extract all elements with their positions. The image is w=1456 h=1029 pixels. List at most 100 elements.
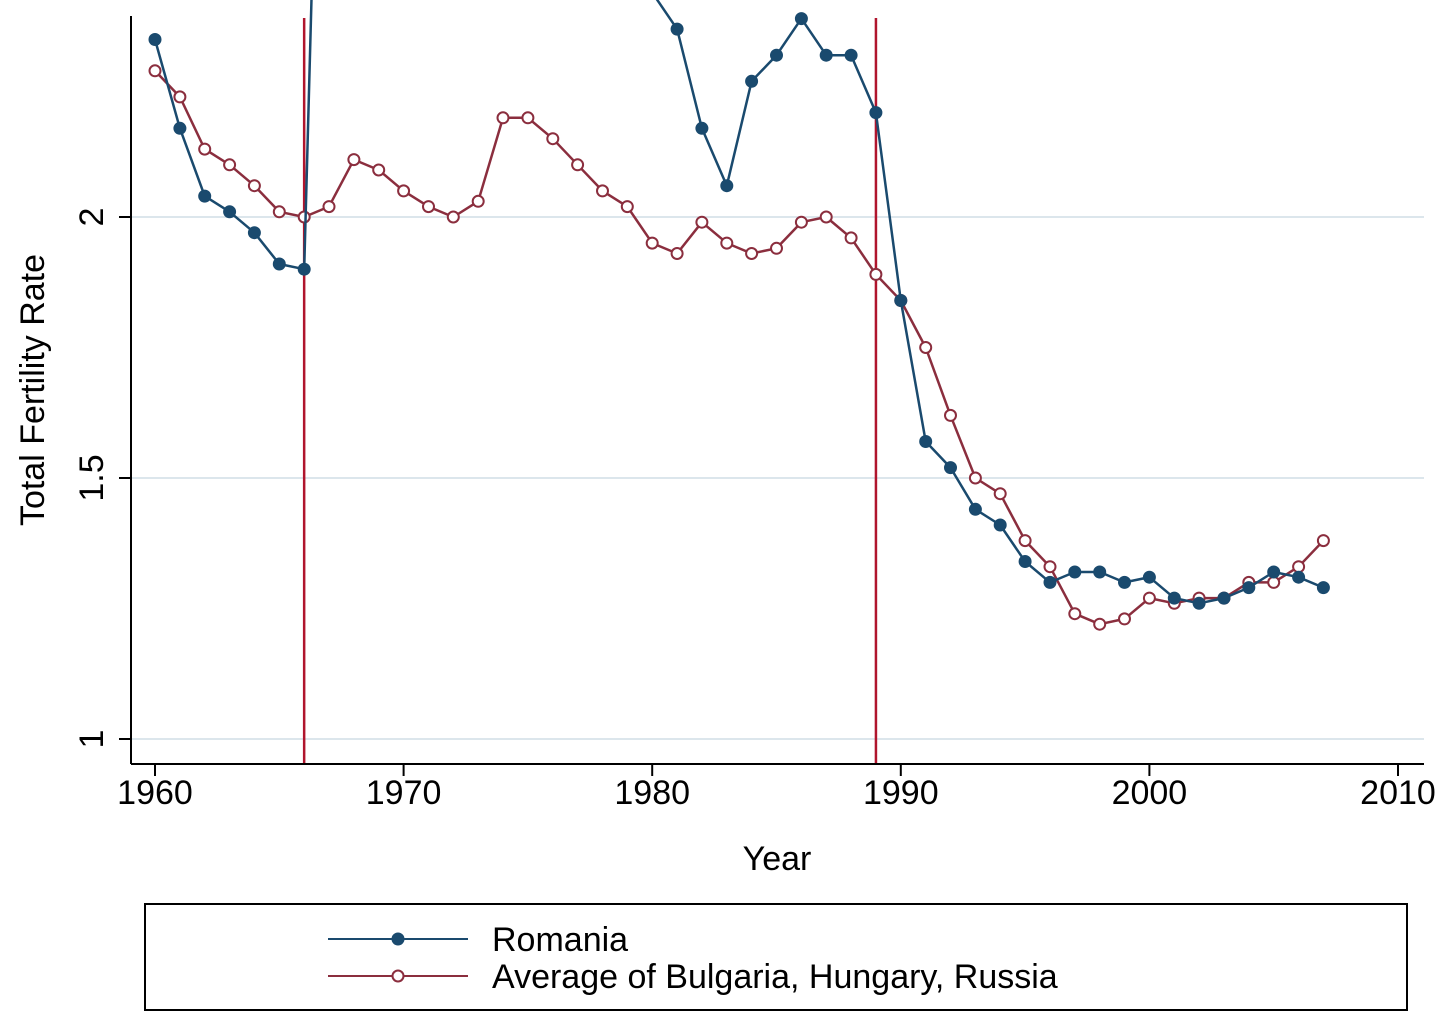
data-point [794,215,808,229]
data-point [645,236,659,250]
data-point [297,210,311,224]
data-point [720,179,734,193]
data-point [1217,591,1231,605]
data-point [745,247,759,260]
data-point [1118,575,1131,589]
series-line [153,0,1324,605]
series-average [148,64,1330,631]
policy-vertical-lines [302,18,878,764]
data-point [1118,612,1131,626]
data-point [968,471,982,485]
data-point [670,247,684,260]
data-point [869,106,883,120]
y-axis-title: Total Fertility Rate [14,254,52,526]
data-point [1167,591,1181,605]
data-point [670,22,684,36]
data-point [794,12,808,26]
data-point [720,236,734,250]
data-point [272,257,286,271]
data-point [521,111,535,125]
legend: Romania Average of Bulgaria, Hungary, Ru… [144,903,1408,1011]
data-point [198,189,212,203]
data-point [819,48,833,62]
data-point [770,48,783,62]
data-point [919,341,933,354]
data-point [148,64,162,78]
data-point [1018,534,1032,548]
data-point [695,121,709,135]
data-point [571,158,585,172]
data-point [223,205,237,219]
data-point [1142,570,1156,584]
x-tick-label: 1960 [117,774,193,812]
data-point [223,158,237,172]
data-point [372,163,386,177]
data-point [968,502,982,516]
data-point [894,294,908,307]
data-point [148,33,162,46]
data-point [620,200,634,214]
data-point [1043,575,1057,589]
data-point [745,74,759,88]
data-point [1068,607,1082,621]
data-point [944,408,957,422]
data-point [446,210,460,224]
series-romania [148,0,1330,610]
data-point [247,226,261,240]
data-point [247,179,261,193]
data-point [322,200,336,214]
legend-marker-romania [391,932,405,946]
data-point [347,153,361,167]
x-tick-label: 1970 [366,774,442,812]
data-point [272,205,286,219]
x-tick-label: 2000 [1112,774,1188,812]
legend-label-romania: Romania [492,921,628,959]
data-point [397,184,411,198]
data-point [198,142,212,156]
data-point [471,194,485,208]
data-point [1292,570,1306,584]
data-point [1093,617,1107,631]
x-tick-label: 1990 [863,774,939,812]
axes [130,16,1424,765]
data-point [1316,534,1330,548]
data-point [1267,575,1281,589]
x-tick-label: 1980 [614,774,690,812]
data-point [596,184,609,198]
data-point [844,231,858,245]
x-axis-title: Year [743,840,812,878]
x-tick-label: 2010 [1360,774,1436,812]
data-point [1043,560,1057,574]
data-point [1093,565,1107,579]
y-tick-label: 1.5 [73,454,111,501]
data-point [993,518,1007,532]
x-ticks: 1960 1970 1980 1990 2000 2010 [117,764,1436,812]
series-line [154,69,1325,626]
data-point [1316,581,1330,595]
data-point [1192,596,1206,610]
data-point [546,132,560,146]
legend-label-average: Average of Bulgaria, Hungary, Russia [492,958,1058,996]
data-point [1142,591,1156,605]
data-point [496,111,510,125]
grid-lines [132,216,1424,740]
data-point [770,241,783,255]
data-point [173,121,187,135]
y-tick-label: 1 [73,730,111,749]
data-point [422,200,435,214]
data-point [819,210,833,224]
series [148,0,1330,631]
legend-box [144,903,1408,1011]
data-point [1242,581,1256,595]
data-point [919,435,933,448]
data-point [1267,565,1281,579]
data-point [993,487,1007,501]
data-point [944,461,957,475]
data-point [1068,565,1082,579]
data-point [695,215,709,229]
data-point [1018,555,1032,568]
legend-marker-average [391,969,405,983]
data-point [1292,560,1306,574]
data-point [297,262,311,276]
